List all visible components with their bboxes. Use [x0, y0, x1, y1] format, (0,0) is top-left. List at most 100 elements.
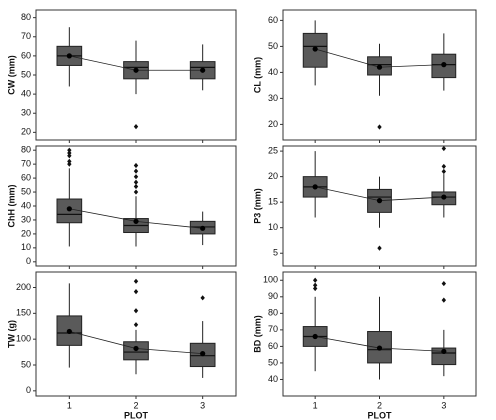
outlier — [133, 168, 139, 174]
panel: 0 10 20 30 40 50 60 70 80 ChH (mm) — [6, 145, 237, 269]
mean-dot — [66, 328, 72, 335]
x-tick-label: 3 — [441, 400, 446, 410]
x-axis-label: PLOT — [368, 410, 393, 420]
x-tick-label: 1 — [67, 400, 72, 410]
y-tick-label: 60 — [21, 172, 31, 182]
y-tick-label: 40 — [268, 374, 278, 384]
y-tick-label: 40 — [268, 67, 278, 77]
outlier — [441, 145, 447, 152]
mean-dot — [441, 194, 447, 200]
y-tick-label: 100 — [263, 275, 278, 285]
mean-dot — [441, 62, 447, 68]
y-tick-label: 50 — [268, 41, 278, 51]
panel: 20 30 40 50 60 70 80 CW (mm) — [6, 9, 237, 143]
outlier — [441, 297, 447, 303]
x-axis-label: PLOT — [124, 410, 149, 420]
y-tick-label: 30 — [21, 214, 31, 224]
outlier — [133, 162, 139, 169]
x-tick-label: 2 — [133, 400, 138, 410]
mean-dot — [312, 333, 318, 340]
y-tick-label: 50 — [21, 359, 31, 369]
panel: 40 50 60 70 80 90 100 BD (mm) 1 2 3 PLOT — [252, 271, 477, 420]
y-tick-label: 200 — [16, 282, 31, 292]
outlier — [312, 285, 318, 292]
outlier — [133, 179, 139, 185]
y-tick-label: 90 — [268, 291, 278, 301]
y-axis-label: P3 (mm) — [252, 188, 262, 224]
y-tick-label: 20 — [21, 228, 31, 238]
y-tick-label: 80 — [21, 145, 31, 155]
y-tick-label: 50 — [21, 186, 31, 196]
outlier — [200, 295, 205, 301]
outlier — [67, 158, 72, 164]
y-tick-label: 30 — [21, 108, 31, 118]
y-tick-label: 150 — [16, 308, 31, 318]
y-tick-label: 0 — [26, 385, 31, 395]
mean-dot — [66, 53, 72, 59]
y-tick-label: 30 — [268, 93, 278, 103]
y-tick-label: 15 — [268, 197, 278, 207]
outlier — [441, 163, 447, 170]
mean-dot — [312, 184, 318, 190]
outlier — [133, 322, 139, 328]
y-tick-label: 10 — [21, 242, 31, 252]
panel: 0 50 100 150 200 TW (g) 1 2 3 PLOT — [6, 271, 237, 420]
outlier — [312, 277, 318, 283]
box — [431, 347, 457, 366]
y-tick-label: 0 — [26, 256, 31, 266]
outlier — [312, 282, 318, 288]
y-tick-label: 20 — [268, 119, 278, 129]
outlier — [133, 183, 139, 190]
mean-dot — [376, 198, 383, 204]
y-tick-label: 60 — [268, 341, 278, 351]
outlier — [67, 150, 72, 156]
y-axis-label: ChH (mm) — [6, 185, 16, 228]
x-tick-label: 2 — [377, 400, 382, 410]
x-tick-label: 3 — [200, 400, 205, 410]
outlier — [67, 161, 72, 167]
outlier — [67, 153, 72, 159]
mean-dot — [312, 46, 318, 52]
x-tick-label: 1 — [313, 400, 318, 410]
y-axis-label: BD (mm) — [252, 315, 262, 353]
mean-dot — [66, 206, 72, 212]
mean-dot — [200, 67, 206, 73]
y-tick-label: 60 — [268, 15, 278, 25]
outlier — [133, 289, 139, 295]
y-tick-label: 20 — [21, 127, 31, 137]
y-tick-label: 50 — [268, 357, 278, 367]
outlier — [133, 278, 139, 284]
y-tick-label: 100 — [16, 334, 31, 344]
y-tick-label: 60 — [21, 50, 31, 60]
outlier — [133, 308, 139, 314]
outlier — [441, 280, 447, 287]
outlier — [133, 124, 139, 130]
y-axis-label: TW (g) — [6, 320, 16, 348]
mean-dot — [200, 225, 206, 231]
y-tick-label: 5 — [273, 248, 278, 258]
y-tick-label: 20 — [268, 171, 278, 181]
outlier — [133, 174, 139, 180]
mean-dot — [376, 345, 383, 351]
y-tick-label: 40 — [21, 88, 31, 98]
panel: 5 10 15 20 25 P3 (mm) — [252, 145, 477, 269]
outlier — [377, 245, 382, 251]
y-tick-label: 70 — [21, 159, 31, 169]
y-tick-label: 70 — [268, 324, 278, 334]
mean-dot — [441, 348, 447, 354]
mean-dot — [133, 67, 139, 73]
outlier — [67, 147, 72, 153]
y-axis-label: CW (mm) — [6, 55, 16, 95]
y-tick-label: 80 — [268, 308, 278, 318]
y-tick-label: 40 — [21, 200, 31, 210]
y-tick-label: 80 — [21, 12, 31, 22]
outlier — [441, 168, 447, 175]
mean-dot — [133, 345, 139, 352]
mean-dot — [200, 351, 206, 357]
y-axis-label: CL (mm) — [252, 57, 262, 93]
y-tick-label: 25 — [268, 145, 278, 155]
y-tick-label: 70 — [21, 31, 31, 41]
y-tick-label: 10 — [268, 222, 278, 232]
panel: 20 30 40 50 60 CL (mm) — [252, 9, 477, 143]
